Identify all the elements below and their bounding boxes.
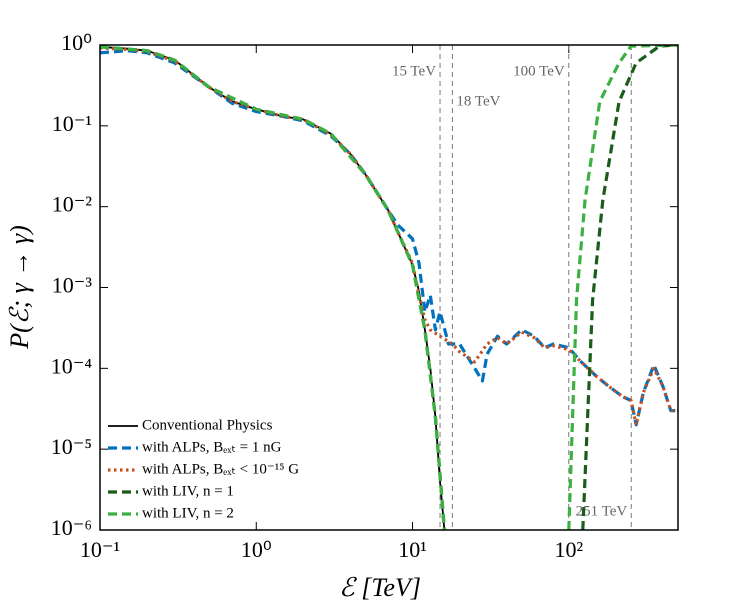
y-tick-label: 10⁻⁴ bbox=[51, 353, 93, 378]
x-axis-label: ℰ [TeV] bbox=[339, 573, 421, 602]
y-tick-label: 10⁻² bbox=[52, 192, 93, 217]
y-tick-label: 10⁻¹ bbox=[52, 111, 92, 136]
legend-label: with ALPs, Bₑₓₜ = 1 nG bbox=[142, 439, 282, 455]
legend-label: with LIV, n = 1 bbox=[142, 483, 234, 499]
plot-frame bbox=[99, 44, 679, 531]
legend-label: with ALPs, Bₑₓₜ < 10⁻¹⁵ G bbox=[142, 461, 299, 477]
series-line bbox=[100, 45, 678, 530]
x-tick-label: 10² bbox=[554, 537, 583, 562]
y-tick-label: 10⁻³ bbox=[52, 273, 93, 298]
annotation-label: 15 TeV bbox=[392, 63, 436, 79]
x-tick-label: 10⁰ bbox=[241, 537, 272, 562]
annotation-label: 100 TeV bbox=[513, 63, 565, 79]
annotation-label: 18 TeV bbox=[456, 93, 500, 109]
y-tick-label: 10⁻⁵ bbox=[51, 434, 92, 459]
x-tick-label: 10¹ bbox=[398, 537, 427, 562]
y-axis-label: P(ℰ; γ → γ) bbox=[5, 225, 34, 350]
y-tick-label: 10⁻⁶ bbox=[51, 515, 92, 540]
y-tick-label: 10⁰ bbox=[61, 30, 92, 55]
legend-label: Conventional Physics bbox=[142, 417, 273, 433]
legend-label: with LIV, n = 2 bbox=[142, 505, 234, 521]
x-tick-label: 10⁻¹ bbox=[80, 537, 120, 562]
plot-area bbox=[100, 45, 678, 530]
annotation-label: 251 TeV bbox=[576, 503, 628, 519]
series-line bbox=[100, 46, 678, 427]
